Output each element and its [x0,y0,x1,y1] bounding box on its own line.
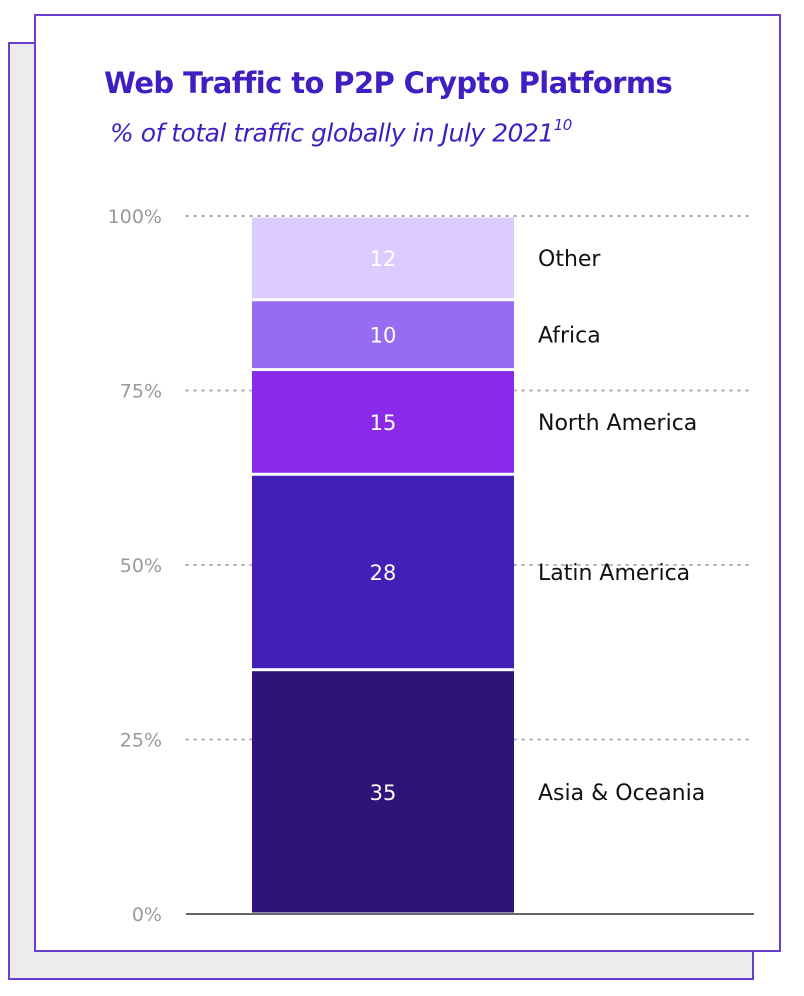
y-axis-ticks: 0% 25% 50% 75% 100% [108,206,162,926]
bar-segment-latin-america [252,475,514,669]
bar-segment-other [252,217,514,299]
y-tick-label-75: 75% [120,381,162,403]
category-label-africa: Africa [538,324,601,349]
y-tick-label-25: 25% [120,730,162,752]
bar-segments: 35 28 15 10 12 [252,217,514,913]
value-label-asia-oceania: 35 [370,781,397,805]
y-tick-label-100: 100% [108,206,162,228]
gridlines [185,215,755,741]
footnote-marker: 10 [553,116,573,134]
value-label-latin-america: 28 [370,561,397,585]
bar-segment-north-america [252,371,514,473]
category-label-asia-oceania: Asia & Oceania [538,781,705,806]
chart-title: Web Traffic to P2P Crypto Platforms [104,66,673,100]
value-label-other: 12 [370,247,397,271]
value-label-africa: 10 [370,324,397,348]
y-tick-label-0: 0% [132,904,162,926]
chart-subtitle-text: % of total traffic globally in July 2021 [110,118,554,148]
category-label-north-america: North America [538,411,697,436]
chart-subtitle: % of total traffic globally in July 2021… [110,116,573,148]
value-label-north-america: 15 [370,411,397,435]
bar-segment-asia-oceania [252,671,514,913]
y-tick-label-50: 50% [120,555,162,577]
bar-segment-africa [252,301,514,369]
category-label-latin-america: Latin America [538,561,690,586]
category-labels: Asia & Oceania Latin America North America… [538,247,705,806]
category-label-other: Other [538,247,601,272]
